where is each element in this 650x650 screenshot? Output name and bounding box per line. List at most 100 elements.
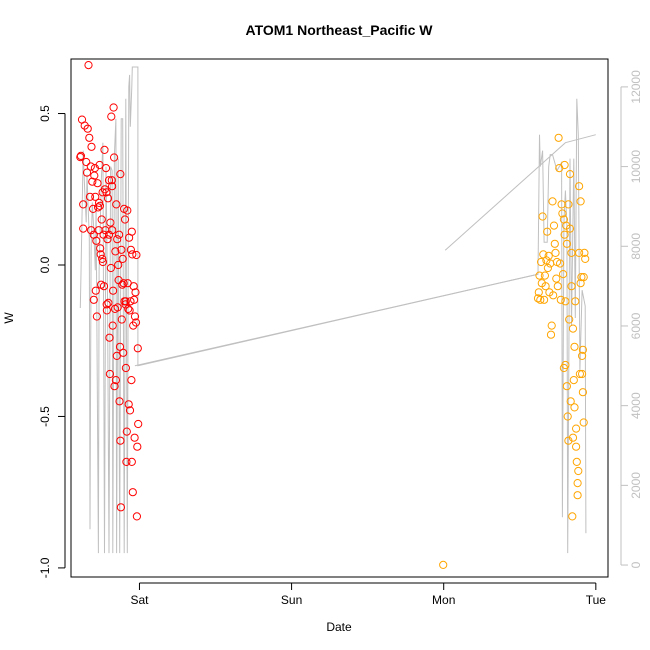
data-point <box>565 315 574 324</box>
line-series-segment <box>134 273 539 367</box>
data-point <box>127 376 136 385</box>
plot-area-border <box>70 58 609 578</box>
data-point <box>540 271 550 280</box>
data-point <box>91 192 100 201</box>
data-point <box>554 133 563 142</box>
points-layer <box>76 61 590 570</box>
x-tick-label: Sun <box>281 593 302 607</box>
data-point <box>116 436 125 445</box>
x-tick-label: Sat <box>130 593 149 607</box>
data-point <box>123 206 132 215</box>
data-point <box>533 294 543 303</box>
data-point <box>560 230 569 239</box>
data-point <box>559 270 568 279</box>
data-point <box>543 263 553 273</box>
data-point <box>118 254 127 263</box>
data-point <box>571 297 580 306</box>
data-point <box>128 250 137 259</box>
data-point <box>107 176 116 185</box>
data-point <box>126 245 135 254</box>
data-point <box>561 360 570 370</box>
data-point <box>566 397 575 406</box>
data-point <box>83 124 92 133</box>
data-point <box>579 418 588 427</box>
data-point <box>579 273 588 282</box>
y-tick-label: 0.0 <box>38 256 52 273</box>
y2-tick-label: 4000 <box>629 392 643 419</box>
data-point <box>82 157 91 167</box>
data-point <box>569 376 578 385</box>
data-point <box>131 318 141 327</box>
data-point <box>91 286 100 295</box>
data-point <box>79 200 88 209</box>
scatter-series <box>439 133 590 570</box>
data-point <box>113 303 122 312</box>
y2-tick-label: 12000 <box>629 70 643 104</box>
data-point <box>548 197 557 206</box>
data-point <box>130 295 139 304</box>
x-tick-label: Mon <box>432 593 455 607</box>
data-point <box>93 179 102 188</box>
data-point <box>581 254 590 263</box>
data-point <box>86 162 95 171</box>
data-point <box>133 344 142 353</box>
data-point <box>546 330 556 339</box>
data-point <box>553 282 562 291</box>
data-point <box>535 271 544 280</box>
data-point <box>121 297 130 306</box>
scatter-series <box>76 61 143 521</box>
data-point <box>102 300 111 309</box>
data-point <box>561 297 570 306</box>
data-point <box>119 348 128 357</box>
data-point <box>134 419 143 429</box>
data-point <box>576 197 585 206</box>
data-point <box>128 488 137 497</box>
data-point <box>89 204 98 213</box>
data-point <box>568 433 578 442</box>
data-point <box>580 248 589 257</box>
data-point <box>122 427 131 436</box>
data-point <box>119 279 128 288</box>
data-point <box>540 295 549 304</box>
data-point <box>113 235 122 244</box>
y2-tick-label: 2000 <box>629 472 643 499</box>
data-point <box>534 288 543 297</box>
data-point <box>79 224 88 233</box>
data-point <box>570 342 579 351</box>
data-point <box>108 321 117 330</box>
data-point <box>577 273 586 282</box>
y-axis-left: -1.0 -0.5 0.0 0.5 <box>38 105 66 578</box>
data-point <box>556 295 565 304</box>
data-point <box>103 194 113 203</box>
data-point <box>85 133 94 142</box>
data-point <box>133 442 142 451</box>
data-point <box>573 491 582 500</box>
y2-tick-label: 8000 <box>629 233 643 260</box>
x-axis-label: Date <box>326 620 352 634</box>
x-axis: Sat Sun Mon Tue <box>130 582 606 607</box>
data-point <box>125 306 134 315</box>
data-point <box>536 295 545 304</box>
y-tick-label: 0.5 <box>38 105 52 122</box>
data-point <box>572 442 581 451</box>
data-point <box>564 436 573 445</box>
data-point <box>82 168 92 177</box>
data-point <box>132 250 141 260</box>
data-point <box>120 215 130 224</box>
y-axis-label: W <box>2 312 16 324</box>
data-point <box>105 369 115 379</box>
data-point <box>103 235 112 244</box>
data-point <box>544 251 553 260</box>
data-point <box>102 306 112 315</box>
data-point <box>575 182 584 191</box>
data-point <box>538 212 547 221</box>
data-point <box>85 192 95 201</box>
data-point <box>109 286 118 295</box>
data-point <box>116 170 125 179</box>
data-point <box>121 363 131 373</box>
chart-title: ATOM1 Northeast_Pacific W <box>246 22 434 38</box>
data-point <box>578 388 588 397</box>
data-point <box>126 297 135 306</box>
data-point <box>122 457 131 466</box>
data-point <box>88 177 97 186</box>
